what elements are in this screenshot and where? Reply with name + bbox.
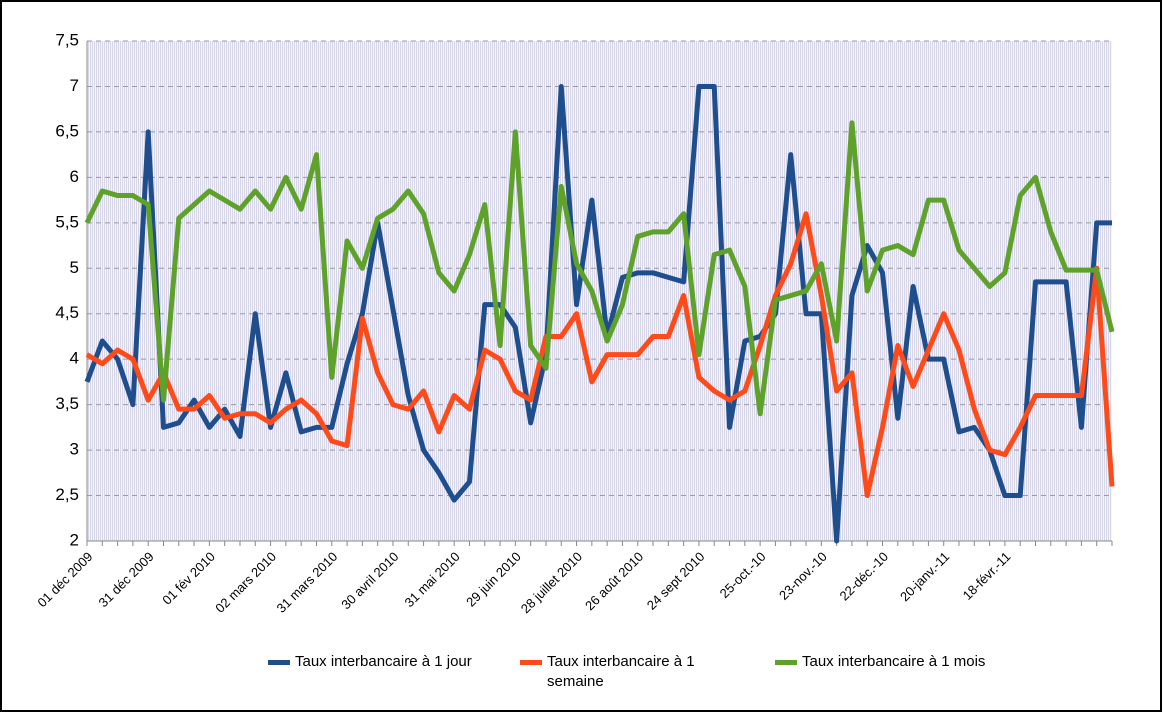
legend-item: Taux interbancaire à 1 mois bbox=[775, 652, 1002, 672]
y-tick-label: 5 bbox=[70, 258, 79, 277]
x-tick-label: 29 juin 2010 bbox=[463, 549, 524, 610]
x-tick-label: 02 mars 2010 bbox=[212, 549, 279, 616]
legend-item: Taux interbancaire à 1 semaine bbox=[520, 652, 747, 692]
legend-label: Taux interbancaire à 1 jour bbox=[295, 653, 472, 670]
y-tick-label: 3,5 bbox=[55, 394, 79, 413]
y-tick-label: 6,5 bbox=[55, 121, 79, 140]
series-line bbox=[84, 120, 1115, 417]
legend-label: Taux interbancaire à 1 semaine bbox=[547, 653, 695, 690]
x-tick-label: 20-janv.-11 bbox=[897, 549, 952, 604]
y-tick-label: 4 bbox=[70, 349, 79, 368]
series-line bbox=[84, 83, 1112, 544]
x-tick-label: 01 déc 2009 bbox=[34, 549, 95, 610]
plot-area bbox=[87, 41, 1112, 541]
x-tick-label: 22-déc.-10 bbox=[837, 549, 892, 604]
x-tick-label: 28 juillet 2010 bbox=[518, 549, 585, 616]
y-tick-label: 6 bbox=[70, 167, 79, 186]
legend-swatch bbox=[268, 660, 290, 665]
x-tick-label: 01 fév 2010 bbox=[159, 549, 218, 608]
x-tick-label: 18-févr.-11 bbox=[960, 549, 1014, 603]
x-tick-label: 31 mai 2010 bbox=[402, 549, 463, 610]
y-tick-label: 7 bbox=[70, 76, 79, 95]
y-tick-label: 3 bbox=[70, 440, 79, 459]
y-tick-label: 2,5 bbox=[55, 485, 79, 504]
x-tick-label: 31 mars 2010 bbox=[274, 549, 341, 616]
x-tick-label: 23-nov.-10 bbox=[776, 549, 830, 603]
y-tick-label: 4,5 bbox=[55, 303, 79, 322]
x-tick-label: 24 sept 2010 bbox=[644, 549, 708, 613]
x-tick-label: 31 déc 2009 bbox=[96, 549, 157, 610]
legend-item: Taux interbancaire à 1 jour bbox=[268, 652, 495, 672]
x-tick-label: 26 août 2010 bbox=[582, 549, 646, 613]
y-tick-label: 2 bbox=[70, 530, 79, 549]
legend-swatch bbox=[775, 660, 797, 665]
y-tick-label: 5,5 bbox=[55, 212, 79, 231]
legend-swatch bbox=[520, 660, 542, 665]
x-tick-label: 30 avril 2010 bbox=[338, 549, 401, 612]
legend-label: Taux interbancaire à 1 mois bbox=[802, 653, 986, 670]
series-line bbox=[85, 211, 1115, 499]
y-tick-label: 7,5 bbox=[55, 30, 79, 49]
x-tick-label: 25-oct.-10 bbox=[717, 549, 769, 601]
